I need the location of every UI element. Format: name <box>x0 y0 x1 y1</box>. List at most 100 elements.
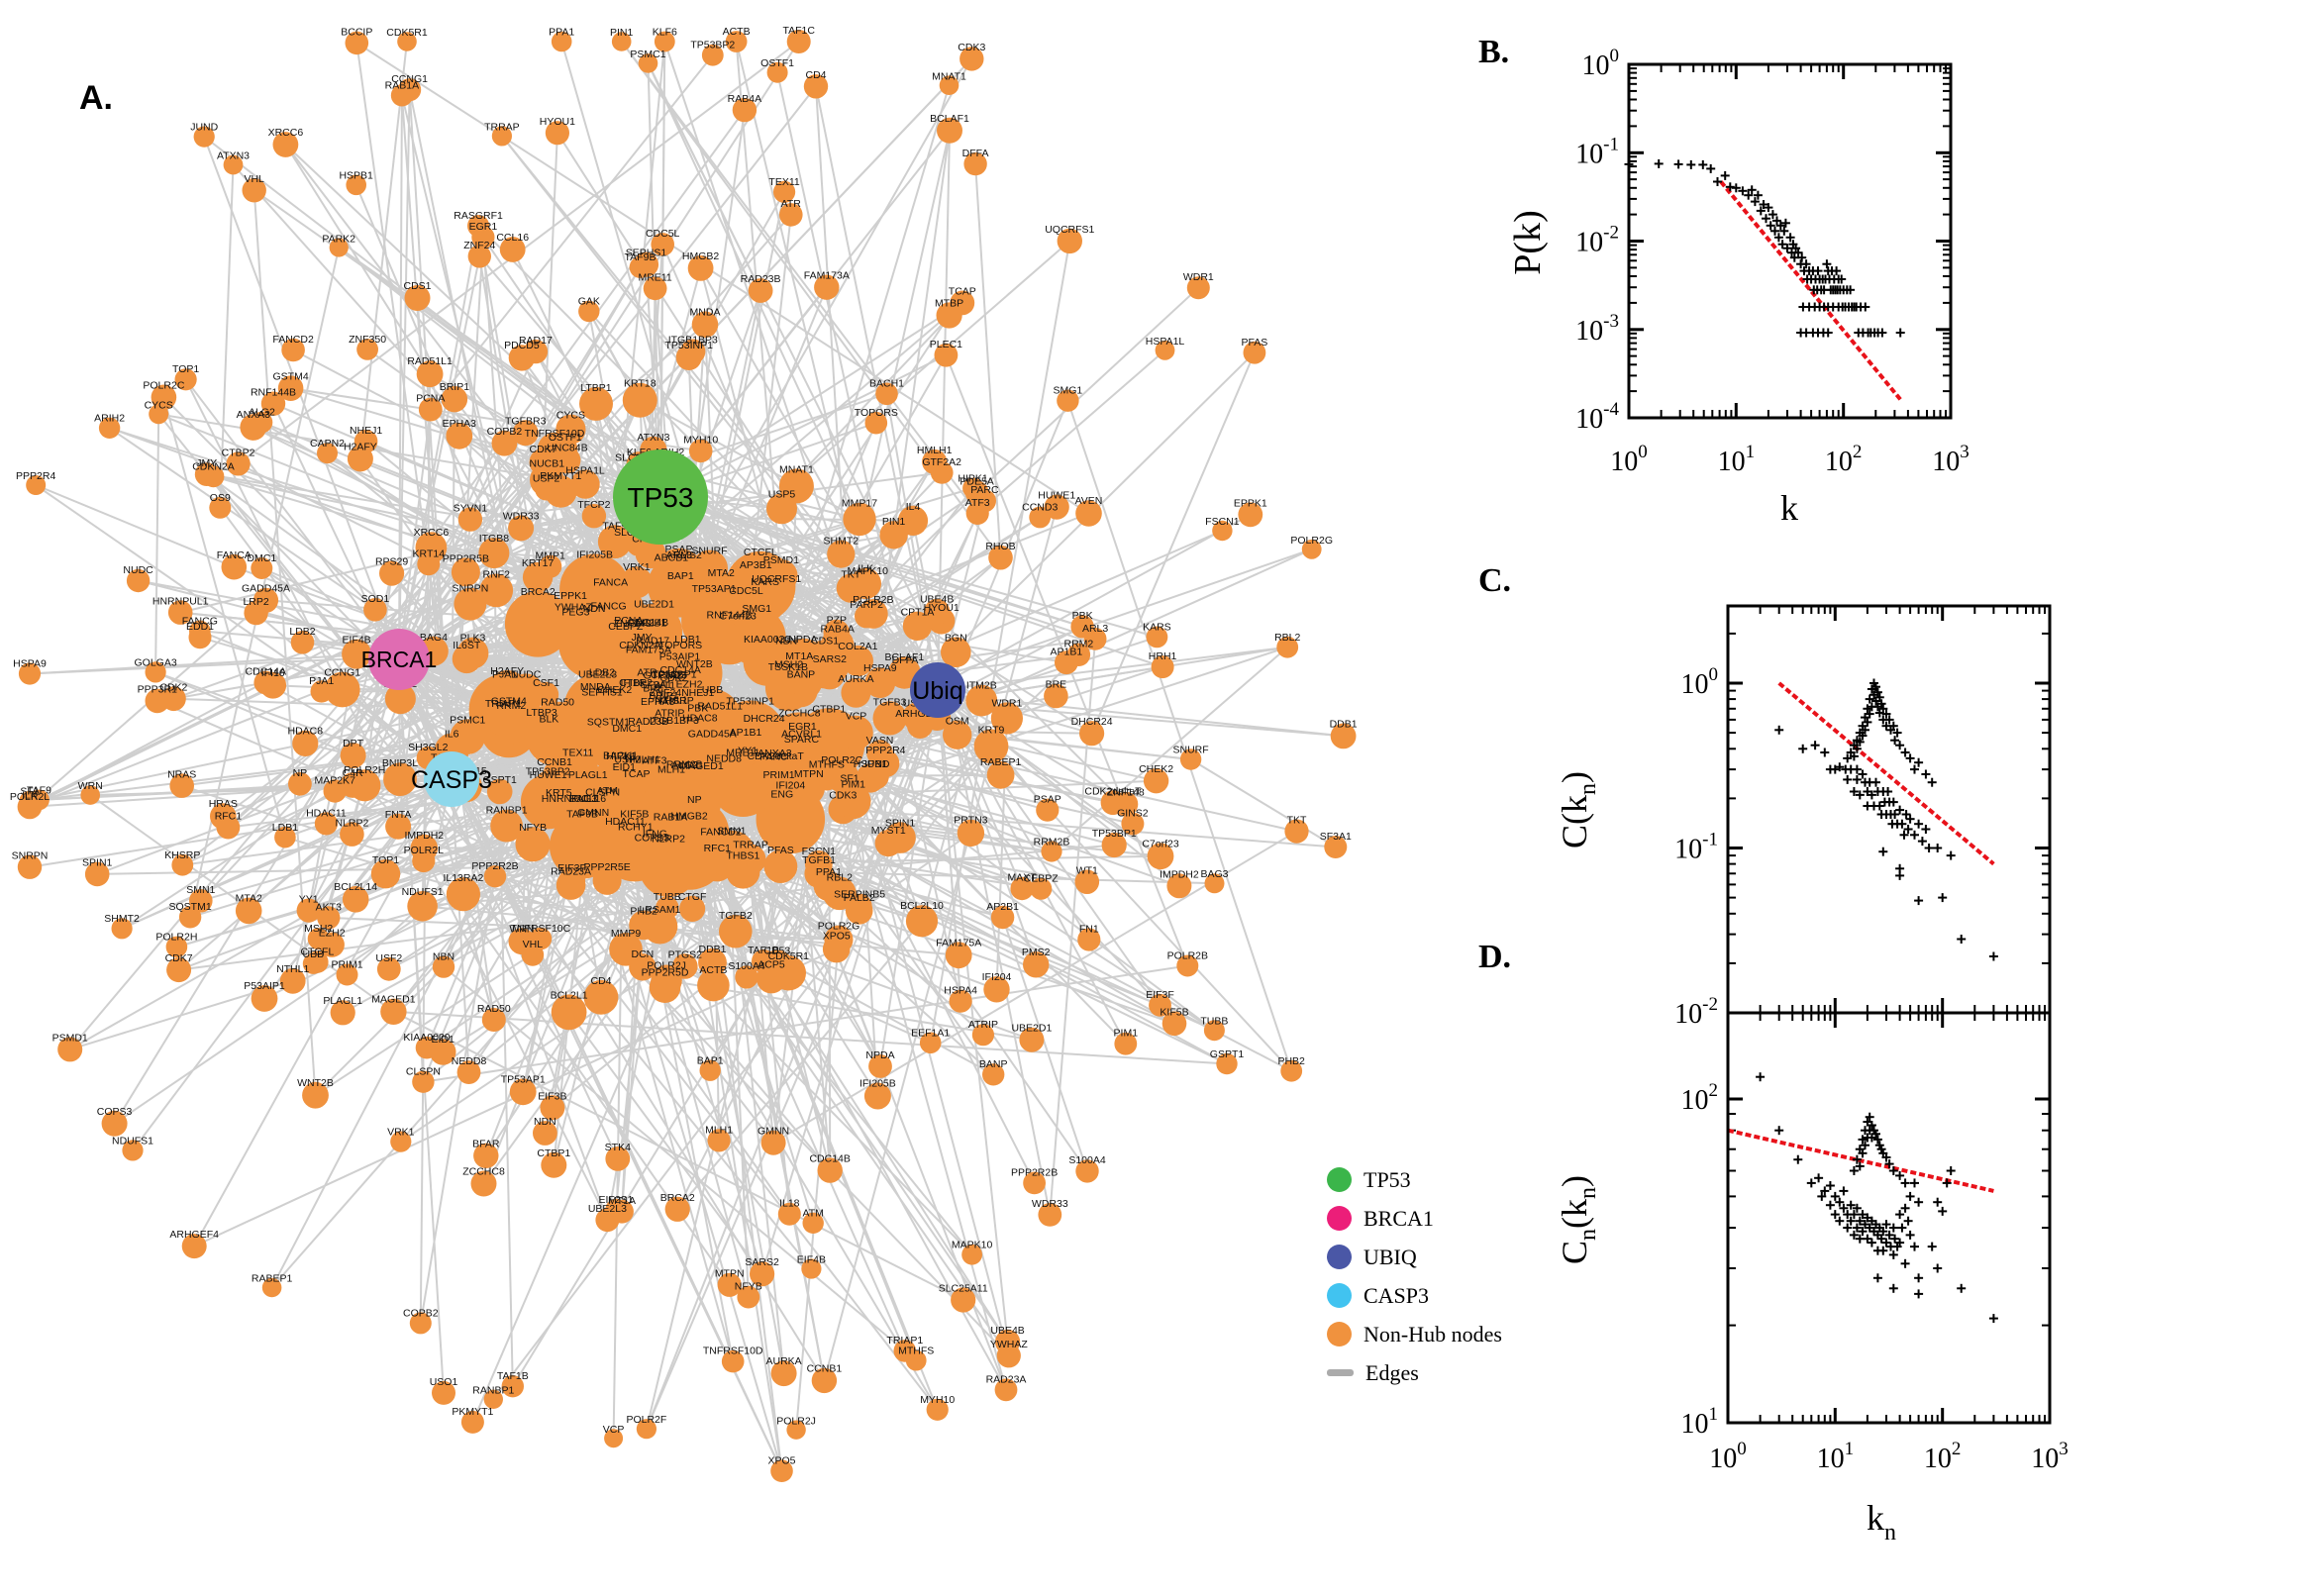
svg-text:MNAT1: MNAT1 <box>932 70 966 82</box>
svg-text:MTBP: MTBP <box>935 297 963 309</box>
panel-d-label: D. <box>1478 939 1512 975</box>
svg-text:ATXN3: ATXN3 <box>217 150 250 162</box>
svg-text:k: k <box>1780 488 1798 528</box>
svg-text:CDC5L: CDC5L <box>646 228 680 240</box>
svg-text:AVEN: AVEN <box>1075 495 1103 507</box>
svg-text:SNURF: SNURF <box>691 546 727 557</box>
svg-text:KRT17: KRT17 <box>522 557 555 569</box>
svg-text:PPA1: PPA1 <box>816 866 842 878</box>
svg-text:PHB2: PHB2 <box>1277 1055 1305 1067</box>
svg-text:ABCB1: ABCB1 <box>655 552 689 564</box>
svg-text:TOP1: TOP1 <box>372 854 399 866</box>
svg-text:WDR1: WDR1 <box>1183 271 1214 283</box>
svg-text:KIF5B: KIF5B <box>620 809 649 821</box>
svg-text:IL18: IL18 <box>779 1198 800 1210</box>
svg-text:TAF1B: TAF1B <box>497 1370 529 1382</box>
svg-text:SMG1: SMG1 <box>1054 385 1083 397</box>
svg-text:NLRP2: NLRP2 <box>335 817 368 829</box>
svg-text:EIF4B: EIF4B <box>343 635 371 647</box>
svg-text:MTA2: MTA2 <box>708 567 735 579</box>
svg-text:FANCA: FANCA <box>217 549 252 561</box>
svg-text:NEDD8: NEDD8 <box>452 1055 487 1067</box>
svg-text:RAD50: RAD50 <box>477 1003 511 1015</box>
svg-text:DDB1: DDB1 <box>1330 719 1358 731</box>
svg-text:DFFA: DFFA <box>892 654 919 666</box>
svg-text:FSCN1: FSCN1 <box>1205 516 1240 528</box>
svg-text:AURKA: AURKA <box>766 1355 802 1367</box>
svg-text:TRRAP: TRRAP <box>733 840 768 851</box>
svg-text:TOPORS: TOPORS <box>658 640 702 651</box>
svg-text:TGFBR3: TGFBR3 <box>505 415 547 427</box>
svg-text:ATM: ATM <box>803 1208 824 1220</box>
svg-text:MNAT1: MNAT1 <box>779 463 814 475</box>
svg-text:AP3B1: AP3B1 <box>740 559 772 571</box>
svg-text:PIM1: PIM1 <box>1114 1028 1139 1040</box>
svg-text:RBL2: RBL2 <box>1274 632 1300 644</box>
svg-text:TSSK1B: TSSK1B <box>768 661 808 673</box>
svg-text:BRCA2: BRCA2 <box>660 1192 695 1204</box>
svg-text:IFI16: IFI16 <box>261 667 285 679</box>
svg-text:ATRIP: ATRIP <box>968 1019 998 1031</box>
svg-text:MRE11: MRE11 <box>638 271 671 283</box>
svg-text:GTF2A2: GTF2A2 <box>922 456 961 468</box>
svg-text:UBB: UBB <box>702 684 724 696</box>
svg-text:CDK5R1: CDK5R1 <box>386 27 428 39</box>
svg-text:EIF3F: EIF3F <box>1146 989 1174 1001</box>
svg-text:PLAGL1: PLAGL1 <box>323 995 362 1007</box>
svg-text:PMS2: PMS2 <box>673 549 702 561</box>
svg-text:MTHFS: MTHFS <box>898 1346 934 1357</box>
svg-text:IMPDH2: IMPDH2 <box>404 830 444 842</box>
svg-text:CDK2deltaT: CDK2deltaT <box>1084 785 1142 797</box>
svg-text:PCNA: PCNA <box>416 393 445 405</box>
svg-text:BANP: BANP <box>979 1058 1008 1070</box>
svg-text:HMGB2: HMGB2 <box>682 250 720 262</box>
svg-text:TGFB3: TGFB3 <box>873 696 907 708</box>
svg-text:PLK3: PLK3 <box>460 633 486 645</box>
svg-text:BAP1: BAP1 <box>667 570 694 582</box>
legend-label: Edges <box>1365 1359 1419 1385</box>
legend-label: TP53 <box>1364 1166 1411 1192</box>
svg-text:BRIP1: BRIP1 <box>649 690 679 702</box>
svg-text:EGR1: EGR1 <box>469 221 498 233</box>
svg-text:FAM175A: FAM175A <box>936 937 981 948</box>
svg-text:MSH2: MSH2 <box>304 923 333 935</box>
svg-text:TAF9: TAF9 <box>27 784 51 796</box>
svg-text:ATR: ATR <box>781 198 802 210</box>
svg-text:EID1: EID1 <box>432 1034 455 1046</box>
svg-text:KRT18: KRT18 <box>624 378 656 390</box>
svg-text:TP53: TP53 <box>628 482 694 513</box>
svg-text:CTBP2: CTBP2 <box>619 677 653 689</box>
svg-text:USP5: USP5 <box>768 488 796 500</box>
svg-text:TRRAP: TRRAP <box>484 121 520 133</box>
svg-text:EIF3F: EIF3F <box>557 862 586 874</box>
svg-text:NUDC: NUDC <box>511 668 542 680</box>
svg-text:SMN1: SMN1 <box>717 826 746 838</box>
svg-text:LDB1: LDB1 <box>272 822 298 834</box>
svg-text:TP53AP1: TP53AP1 <box>501 1073 546 1085</box>
svg-text:FANCD2: FANCD2 <box>700 827 742 839</box>
svg-text:MLH1: MLH1 <box>657 764 685 776</box>
svg-text:TAF1C: TAF1C <box>782 25 815 37</box>
svg-text:EIF2S1: EIF2S1 <box>598 1194 633 1206</box>
svg-text:CTCFL: CTCFL <box>300 946 334 957</box>
svg-text:FN1: FN1 <box>1079 923 1099 935</box>
svg-text:WDR1: WDR1 <box>991 698 1022 710</box>
svg-text:IFNG: IFNG <box>643 829 667 841</box>
svg-text:100: 100 <box>1582 46 1620 81</box>
svg-text:TRIAP1: TRIAP1 <box>886 1335 923 1347</box>
svg-text:PEG3: PEG3 <box>561 607 589 619</box>
svg-text:ILK: ILK <box>858 563 873 575</box>
svg-text:KRT9: KRT9 <box>978 724 1005 736</box>
svg-text:CPT1A: CPT1A <box>901 607 935 619</box>
svg-text:KRT14: KRT14 <box>413 548 446 559</box>
svg-text:HDAC11: HDAC11 <box>605 816 646 828</box>
svg-text:NDN: NDN <box>583 603 606 615</box>
svg-text:AP2B1: AP2B1 <box>986 901 1019 913</box>
svg-text:MYH10: MYH10 <box>683 435 718 447</box>
svg-text:PFAS: PFAS <box>767 845 794 856</box>
svg-text:MAGED1: MAGED1 <box>679 760 724 772</box>
svg-text:BANP: BANP <box>787 669 816 681</box>
svg-text:VCP: VCP <box>603 1424 625 1436</box>
svg-text:POLR2J: POLR2J <box>647 960 686 972</box>
svg-text:101: 101 <box>1681 1404 1719 1440</box>
